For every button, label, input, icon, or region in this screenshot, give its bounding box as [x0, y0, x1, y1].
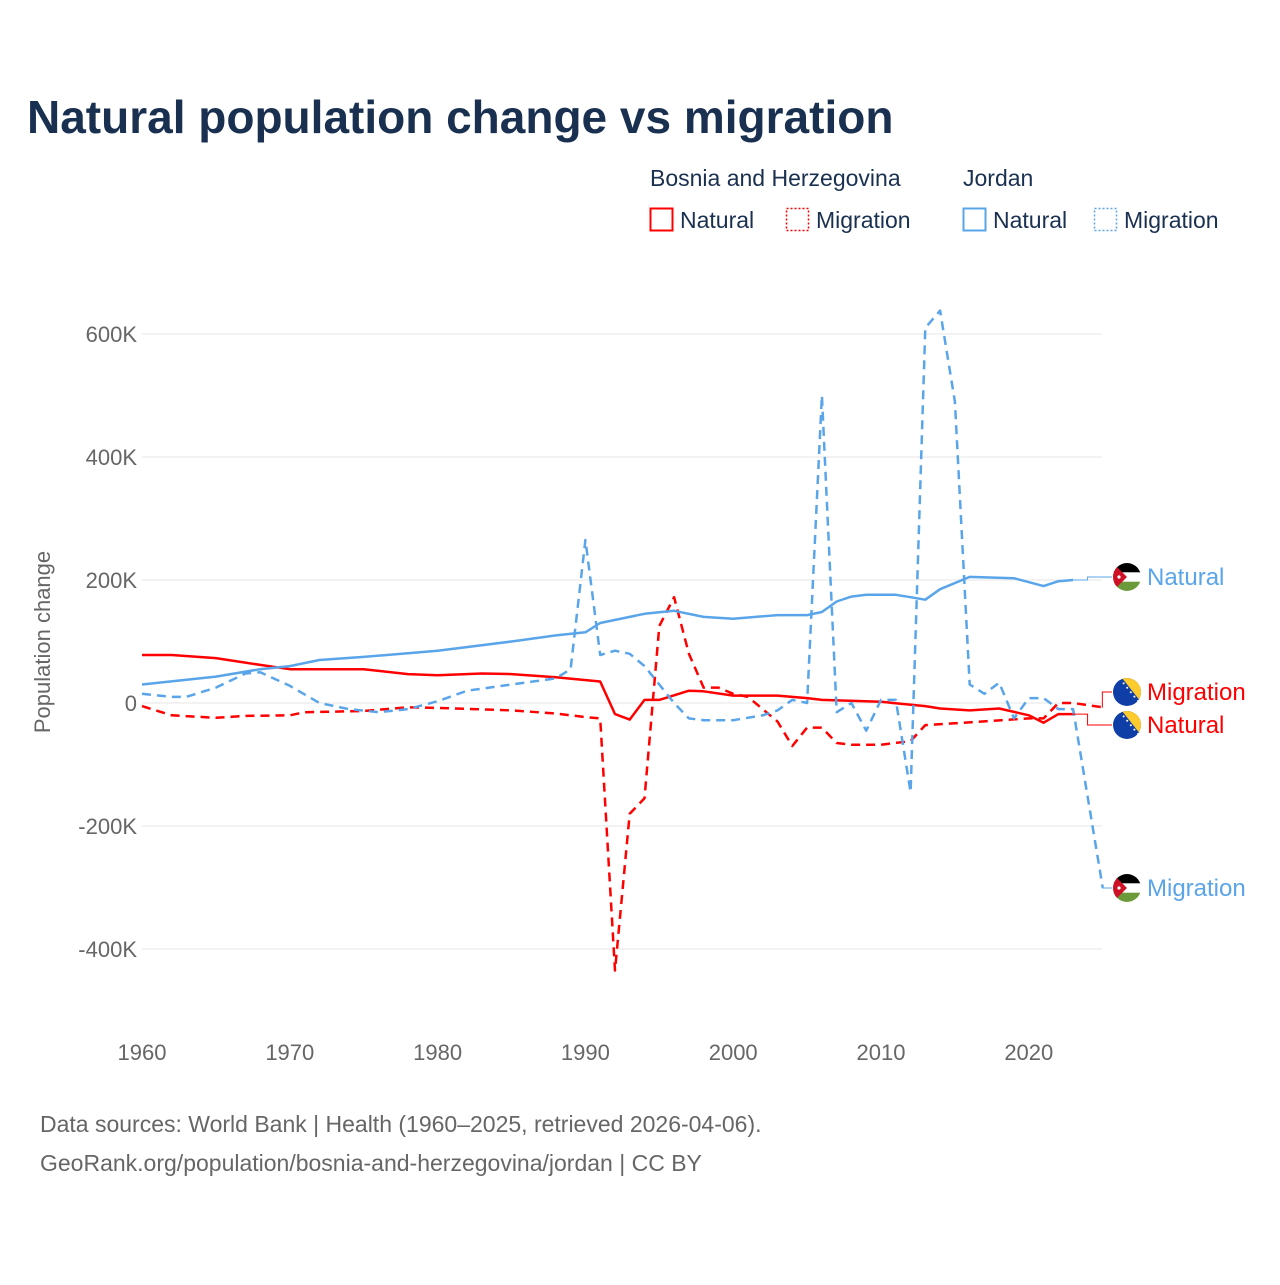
- end-label-connector: [1101, 887, 1112, 889]
- legend: Bosnia and Herzegovina Natural Migration Jo…: [649, 165, 1219, 233]
- y-tick-label: 400K: [86, 445, 138, 470]
- jordan-flag-icon: [1113, 874, 1141, 902]
- x-tick-label: 1990: [561, 1040, 610, 1065]
- series-line-bosnia-and-herzegovina-migration: [141, 595, 1103, 972]
- legend-swatch: [649, 207, 674, 232]
- end-labels: Natural Migration Natural Migration: [1073, 563, 1246, 902]
- x-tick-label: 2000: [709, 1040, 758, 1065]
- legend-item-label: Migration: [816, 207, 911, 233]
- x-tick-label: 1980: [413, 1040, 462, 1065]
- footer-source: Data sources: World Bank | Health (1960–…: [40, 1111, 762, 1137]
- axes: -400K -200K 0 200K 400K 600K 1960 1970 1980 1990 2…: [78, 322, 1053, 1065]
- x-tick-label: 1960: [118, 1040, 167, 1065]
- y-tick-label: 200K: [86, 568, 138, 593]
- series-line-jordan-natural: [141, 575, 1074, 686]
- y-tick-label: -200K: [78, 814, 137, 839]
- x-tick-label: 2010: [857, 1040, 906, 1065]
- end-label: Natural: [1147, 564, 1224, 591]
- y-tick-label: 600K: [86, 322, 138, 347]
- x-tick-label: 1970: [265, 1040, 314, 1065]
- series-line-jordan-migration: [141, 309, 1104, 888]
- legend-item-label: Natural: [680, 207, 754, 233]
- footer-credit: GeoRank.org/population/bosnia-and-herzeg…: [40, 1150, 702, 1176]
- y-axis-label: Population change: [30, 551, 55, 733]
- legend-swatch: [785, 207, 810, 232]
- legend-group-title: Jordan: [963, 165, 1033, 191]
- series-line-bosnia-and-herzegovina-natural: [142, 653, 1074, 724]
- x-tick-label: 2020: [1004, 1040, 1053, 1065]
- end-label: Migration: [1147, 875, 1246, 902]
- end-label: Natural: [1147, 712, 1224, 739]
- end-label-connector: [1073, 576, 1112, 581]
- bosnia-flag-icon: [1113, 711, 1141, 739]
- series-group: [141, 309, 1104, 972]
- y-tick-label: -400K: [78, 937, 137, 962]
- grid: [142, 333, 1102, 950]
- legend-item-label: Natural: [993, 207, 1067, 233]
- end-label: Migration: [1147, 679, 1246, 706]
- legend-item-label: Migration: [1124, 207, 1219, 233]
- legend-group-title: Bosnia and Herzegovina: [650, 165, 901, 191]
- end-label-connector: [1073, 713, 1112, 726]
- jordan-flag-icon: [1113, 563, 1141, 591]
- y-tick-label: 0: [125, 691, 137, 716]
- bosnia-flag-icon: [1113, 678, 1141, 706]
- chart-title: Natural population change vs migration: [27, 91, 893, 143]
- legend-swatch: [962, 207, 987, 232]
- legend-swatch: [1093, 207, 1118, 232]
- end-label-connector: [1101, 691, 1112, 708]
